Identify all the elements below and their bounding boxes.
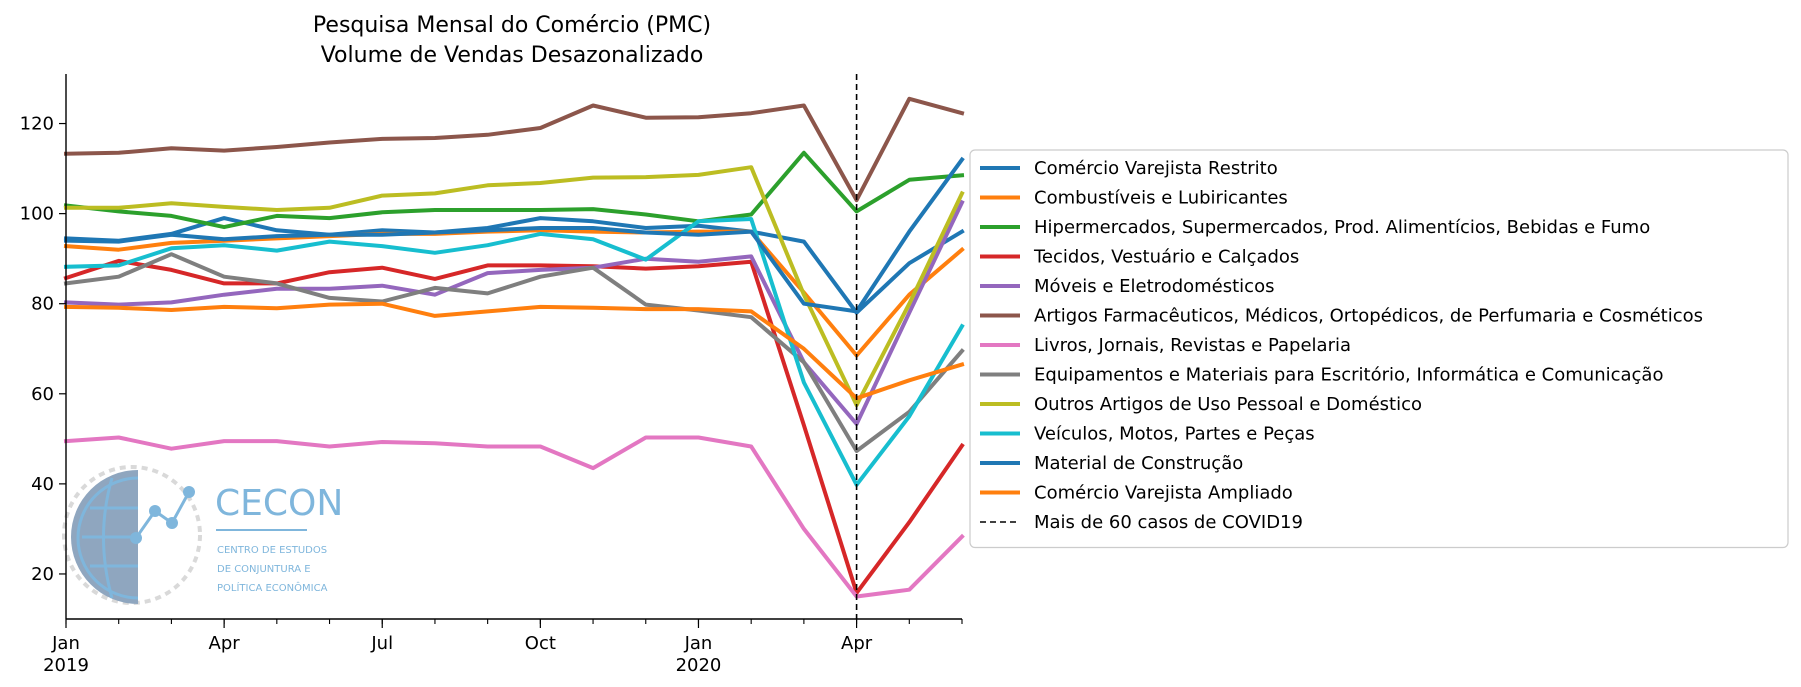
- legend-frame: [969, 149, 1789, 549]
- series-line-6: [63, 96, 965, 203]
- legend-label: Equipamentos e Materiais para Escritório…: [1034, 365, 1663, 386]
- logo-trend-line: [134, 491, 191, 539]
- series-line-9: [64, 165, 965, 408]
- logo-dot: [149, 505, 161, 517]
- y-tick-label: 80: [31, 294, 54, 315]
- legend-label: Artigos Farmacêuticos, Médicos, Ortopédi…: [1034, 306, 1703, 327]
- legend-label: Comércio Varejista Ampliado: [1034, 483, 1293, 504]
- series-line-4: [63, 258, 965, 595]
- x-tick-label: Jan: [684, 633, 713, 654]
- legend-label: Mais de 60 casos de COVID19: [1034, 512, 1303, 533]
- cecon-logo: CECON CENTRO DE ESTUDOS DE CONJUNTURA E …: [62, 465, 343, 605]
- y-tick-label: 40: [31, 474, 54, 495]
- legend-label: Material de Construção: [1034, 453, 1243, 474]
- y-tick-label: 120: [20, 114, 54, 135]
- x-tick-label: Oct: [525, 633, 556, 654]
- logo-dot: [166, 517, 178, 529]
- logo-line2: DE CONJUNTURA E: [217, 564, 311, 575]
- legend: Comércio Varejista Restrito Combustíveis …: [969, 149, 1789, 549]
- series-line-3: [63, 150, 965, 230]
- series-line-5: [63, 199, 965, 426]
- logo-line1: CENTRO DE ESTUDOS: [217, 545, 327, 556]
- series-line-12: [63, 301, 965, 401]
- logo-line3: POLÍTICA ECONÔMICA: [217, 581, 328, 594]
- legend-label: Tecidos, Vestuário e Calçados: [1033, 247, 1299, 268]
- logo-ring: [62, 465, 202, 605]
- y-tick-label: 60: [31, 384, 54, 405]
- x-tick-label: Jan: [51, 633, 80, 654]
- x-tick-label: Apr: [209, 633, 241, 654]
- legend-label: Móveis e Eletrodomésticos: [1034, 276, 1274, 297]
- x-tick-label: Apr: [841, 633, 873, 654]
- x-tick-year: 2020: [676, 655, 722, 676]
- logo-dot: [130, 532, 142, 544]
- globe-grid: [76, 476, 139, 600]
- legend-label: Comércio Varejista Restrito: [1034, 158, 1278, 179]
- legend-label: Combustíveis e Lubiricantes: [1034, 188, 1288, 209]
- x-tick-year: 2019: [43, 655, 89, 676]
- x-tick-label: Jul: [370, 633, 393, 654]
- legend-label: Outros Artigos de Uso Pessoal e Doméstic…: [1034, 394, 1422, 415]
- legend-label: Hipermercados, Supermercados, Prod. Alim…: [1034, 217, 1650, 238]
- series-line-7: [63, 435, 965, 599]
- chart-title: Pesquisa Mensal do Comércio (PMC): [313, 13, 711, 38]
- plot-area: [63, 74, 965, 619]
- logo-name: CECON: [215, 483, 343, 524]
- legend-label: Livros, Jornais, Revistas e Papelaria: [1034, 335, 1351, 356]
- series-line-11: [63, 156, 965, 314]
- y-tick-label: 20: [31, 564, 54, 585]
- logo-dot: [183, 486, 195, 498]
- legend-label: Veículos, Motos, Partes e Peças: [1034, 424, 1315, 445]
- chart-subtitle: Volume de Vendas Desazonalizado: [321, 43, 704, 68]
- y-tick-label: 100: [20, 204, 54, 225]
- series-line-2: [63, 228, 965, 358]
- series-line-10: [63, 217, 965, 487]
- series-line-1: [63, 216, 965, 315]
- series-line-8: [63, 252, 965, 453]
